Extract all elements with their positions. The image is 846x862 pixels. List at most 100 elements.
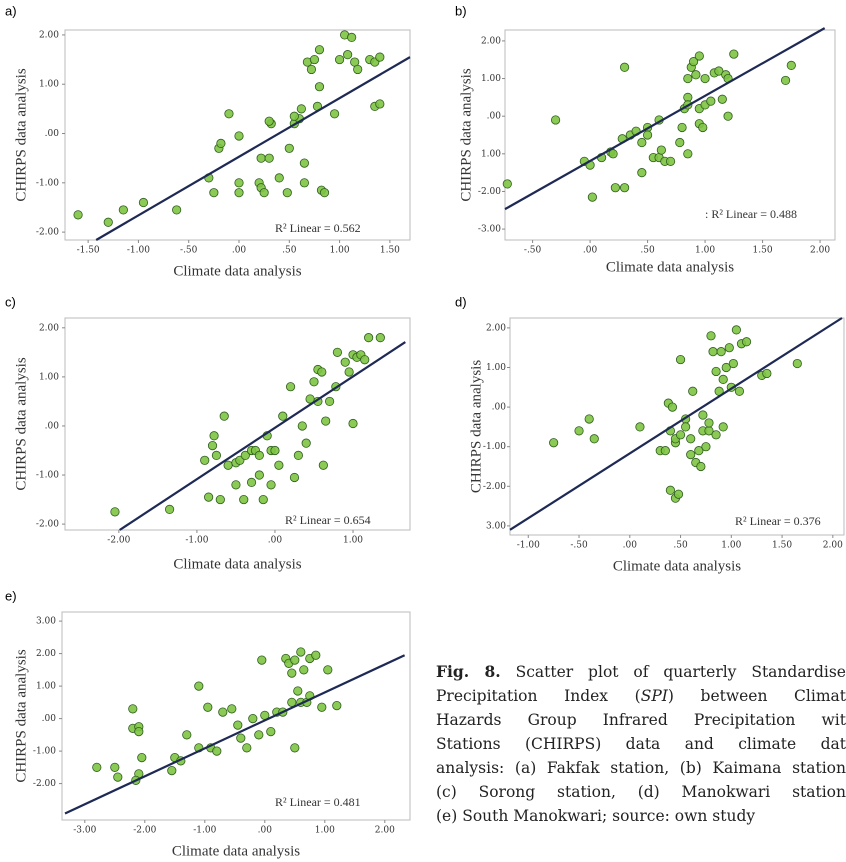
- scatter-point: [701, 74, 709, 82]
- scatter-point: [657, 146, 665, 154]
- caption-text: (c) Sorong station, (d) Manokwari statio…: [436, 783, 846, 801]
- scatter-point: [183, 731, 191, 739]
- scatter-point: [300, 666, 308, 674]
- scatter-point: [699, 411, 707, 419]
- scatter-point: [271, 446, 279, 454]
- scatter-point: [376, 53, 384, 61]
- panel-label: e): [5, 588, 17, 603]
- caption-line: analysis: (a) Fakfak station, (b) Kaiman…: [436, 756, 846, 780]
- caption-line: (e) South Manokwari; source: own study: [436, 804, 846, 828]
- scatter-point: [249, 714, 257, 722]
- caption-text: Scatter plot of quarterly Standardise: [501, 663, 846, 681]
- x-tick-label: -1.00: [185, 536, 208, 546]
- scatter-point: [138, 753, 146, 761]
- scatter-point: [310, 55, 318, 63]
- scatter-point: [319, 461, 327, 469]
- scatter-point: [687, 450, 695, 458]
- y-tick-label: -1.00: [483, 442, 506, 452]
- scatter-point: [695, 52, 703, 60]
- scatter-point: [678, 123, 686, 131]
- scatter-point: [735, 387, 743, 395]
- scatter-point: [787, 61, 795, 69]
- scatter-point: [286, 383, 294, 391]
- scatter-point: [210, 432, 218, 440]
- scatter-point: [611, 183, 619, 191]
- y-tick-label: -1.00: [33, 747, 56, 757]
- scatter-point: [318, 368, 326, 376]
- scatter-point: [705, 419, 713, 427]
- scatter-point: [335, 55, 343, 63]
- scatter-point: [235, 188, 243, 196]
- scatter-point: [590, 435, 598, 443]
- scatter-point: [237, 734, 245, 742]
- scatter-point: [220, 412, 228, 420]
- caption-line: Hazards Group Infrared Precipitation wit: [436, 708, 846, 732]
- y-tick-label: .00: [42, 714, 57, 724]
- x-tick-label: .50: [673, 541, 688, 551]
- caption: Fig. 8. Scatter plot of quarterly Standa…: [436, 660, 846, 828]
- scatter-point: [503, 180, 511, 188]
- panel-label: c): [5, 294, 16, 309]
- scatter-point: [585, 415, 593, 423]
- panel-label: a): [5, 3, 17, 18]
- scatter-point: [325, 397, 333, 405]
- scatter-point: [668, 403, 676, 411]
- scatter-point: [684, 150, 692, 158]
- caption-line: Fig. 8. Scatter plot of quarterly Standa…: [436, 660, 846, 684]
- scatter-point: [228, 705, 236, 713]
- scatter-point: [376, 333, 384, 341]
- scatter-point: [265, 117, 273, 125]
- scatter-point: [347, 33, 355, 41]
- scatter-point: [719, 375, 727, 383]
- scatter-point: [718, 95, 726, 103]
- scatter-point: [638, 168, 646, 176]
- fit-line: [65, 655, 405, 813]
- scatter-point: [638, 138, 646, 146]
- scatter-point: [712, 431, 720, 439]
- scatter-point: [689, 387, 697, 395]
- x-axis-title: Climate data analysis: [613, 558, 741, 574]
- scatter-point: [345, 368, 353, 376]
- scatter-point: [643, 131, 651, 139]
- x-tick-label: -.50: [570, 541, 588, 551]
- scatter-point: [676, 431, 684, 439]
- scatter-point: [717, 347, 725, 355]
- scatter-point: [636, 423, 644, 431]
- scatter-point: [341, 358, 349, 366]
- scatter-point: [114, 773, 122, 781]
- scatter-point: [93, 763, 101, 771]
- scatter-point: [312, 651, 320, 659]
- x-tick-label: .00: [268, 536, 283, 546]
- scatter-point: [697, 462, 705, 470]
- scatter-point: [349, 419, 357, 427]
- y-tick-label: -2.00: [36, 228, 59, 238]
- x-tick-label: -.50: [524, 246, 542, 256]
- scatter-point: [742, 338, 750, 346]
- scatter-point: [219, 708, 227, 716]
- scatter-point: [258, 656, 266, 664]
- scatter-point: [725, 343, 733, 351]
- scatter-point: [247, 478, 255, 486]
- x-tick-label: -1.00: [193, 826, 216, 836]
- x-tick-label: .00: [232, 246, 247, 256]
- scatter-point: [204, 493, 212, 501]
- plot-frame: [65, 318, 410, 530]
- fit-line: [96, 57, 410, 240]
- scatter-point: [216, 495, 224, 503]
- scatter-point: [676, 355, 684, 363]
- scatter-point: [234, 721, 242, 729]
- x-tick-label: .50: [640, 246, 655, 256]
- scatter-point: [707, 97, 715, 105]
- scatter-point: [307, 65, 315, 73]
- x-axis-title: Climate data analysis: [606, 259, 734, 275]
- scatter-point: [674, 490, 682, 498]
- scatter-point: [588, 193, 596, 201]
- scatter-point: [283, 188, 291, 196]
- caption-line: (c) Sorong station, (d) Manokwari statio…: [436, 780, 846, 804]
- x-tick-label: 1.50: [753, 246, 773, 256]
- x-tick-label: 1.00: [695, 246, 715, 256]
- x-tick-label: -.50: [180, 246, 198, 256]
- caption-line: Stations (CHIRPS) data and climate dat: [436, 732, 846, 756]
- y-axis-title: CHIRPS data analysis: [458, 68, 474, 201]
- scatter-point: [620, 63, 628, 71]
